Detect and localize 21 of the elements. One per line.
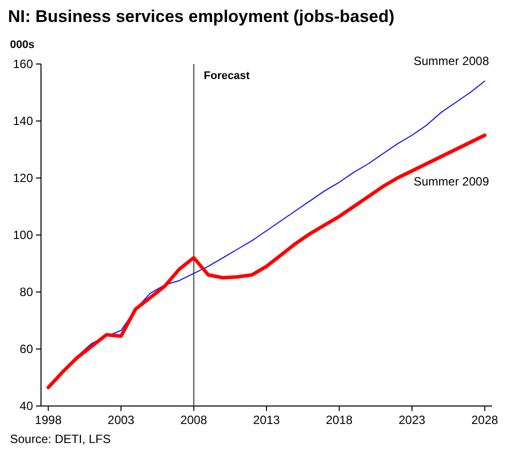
- series-label: Summer 2008: [414, 54, 490, 68]
- y-tick-label: 160: [12, 57, 34, 72]
- y-tick-label: 120: [12, 171, 34, 186]
- line-series: [46, 134, 486, 390]
- x-tick-label: 2013: [253, 413, 280, 427]
- x-tick-label: 2023: [398, 413, 426, 427]
- y-axis-title: 000s: [10, 39, 34, 51]
- ref-line-label: Forecast: [204, 70, 250, 82]
- chart-title: NI: Business services employment (jobs-based): [8, 7, 394, 26]
- source-note: Source: DETI, LFS: [10, 432, 111, 446]
- x-tick-label: 1998: [34, 413, 62, 427]
- y-tick-label: 40: [20, 399, 34, 414]
- y-tick-label: 100: [12, 228, 34, 242]
- y-tick-label: 140: [12, 114, 34, 128]
- x-tick-label: 2018: [326, 413, 353, 427]
- series-label: Summer 2009: [414, 174, 490, 188]
- x-tick-label: 2028: [471, 413, 498, 427]
- y-tick-label: 80: [20, 285, 34, 300]
- x-tick-label: 2003: [108, 413, 135, 427]
- y-tick-label: 60: [20, 342, 34, 356]
- x-tick-label: 2008: [180, 413, 208, 427]
